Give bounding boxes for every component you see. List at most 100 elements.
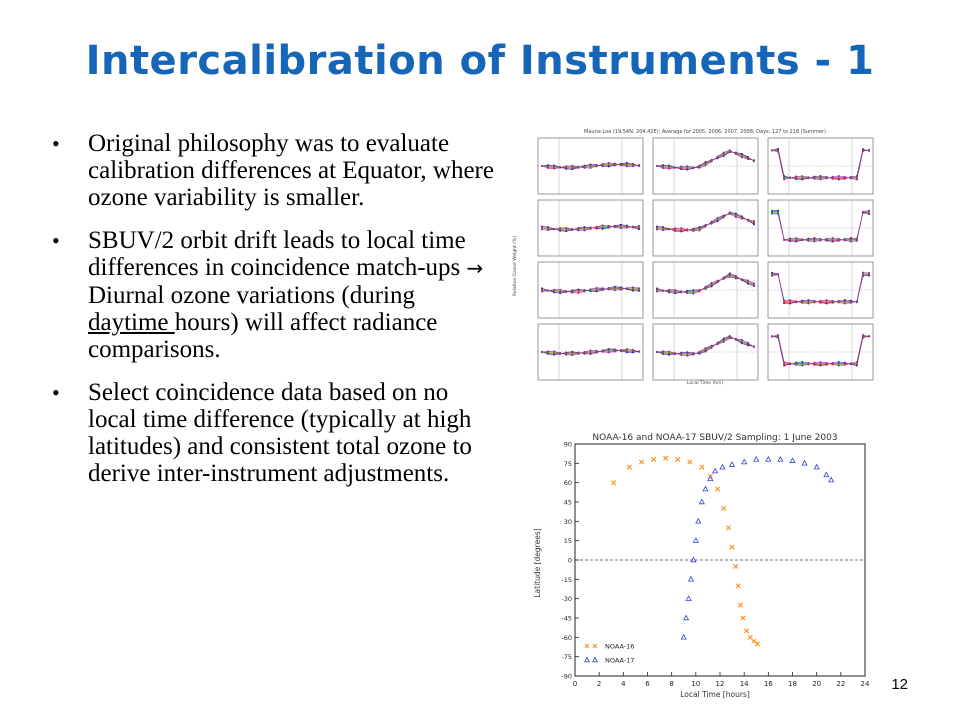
noaa17-marker — [729, 461, 736, 467]
noaa16-marker — [714, 486, 721, 492]
panel-series-line — [656, 151, 755, 171]
panel-series-line — [541, 162, 640, 170]
legend-label: NOAA-17 — [605, 657, 634, 665]
noaa16-marker — [743, 628, 750, 634]
x-tick-label: 12 — [716, 680, 725, 688]
noaa17-marker — [680, 633, 687, 640]
noaa17-marker — [698, 498, 705, 505]
x-tick-label: 4 — [621, 680, 626, 688]
panel-series-line — [771, 149, 870, 180]
legend-marker-noaa17 — [592, 656, 598, 663]
noaa17-marker — [741, 458, 748, 465]
panel-series-line — [656, 150, 755, 169]
noaa17-marker — [683, 614, 690, 621]
y-tick-label: 90 — [564, 441, 572, 449]
y-axis-label: Latitude [degrees] — [533, 528, 542, 597]
noaa17-marker — [813, 463, 820, 470]
panel-data-point — [541, 228, 543, 231]
bullet-dot: • — [52, 228, 60, 253]
y-tick-label: 0 — [568, 557, 572, 565]
noaa17-marker — [823, 471, 830, 478]
x-tick-label: 16 — [764, 680, 773, 688]
noaa17-marker — [702, 485, 709, 492]
panel-series-line — [656, 276, 755, 294]
panel-data-point — [656, 351, 658, 354]
panel-series-line — [541, 163, 639, 168]
bullet-dot: • — [52, 131, 60, 156]
panel-data-point — [638, 164, 640, 167]
panel-series-line — [771, 272, 870, 304]
panel-series-line — [541, 286, 640, 294]
bullet-item: • Select coincidence data based on no lo… — [50, 379, 495, 487]
noaa16-marker — [611, 480, 617, 486]
y-tick-label: 75 — [564, 460, 572, 468]
panel-series-line — [771, 210, 870, 242]
panel-series-line — [771, 334, 870, 366]
figure-header: Mauna Loa (19.54N, 204.42E); Average for… — [584, 129, 826, 135]
panel-series-line — [771, 335, 870, 365]
panel-series-line — [656, 337, 755, 355]
bullet-text: Select coincidence data based on no loca… — [88, 379, 472, 487]
noaa16-marker — [626, 464, 632, 470]
y-tick-label: -15 — [561, 576, 572, 584]
panel-data-point — [638, 287, 640, 290]
bullet-item: • SBUV/2 orbit drift leads to local time… — [50, 227, 495, 363]
noaa16-marker — [740, 615, 746, 621]
panel-series-line — [656, 149, 755, 170]
noaa17-marker — [801, 459, 808, 466]
noaa16-marker — [747, 634, 753, 640]
y-tick-label: 60 — [564, 479, 572, 487]
noaa17-marker — [685, 595, 692, 601]
noaa17-marker — [687, 575, 695, 582]
noaa16-marker — [733, 563, 739, 570]
x-axis-label: Local Time [hours] — [680, 690, 750, 699]
noaa17-marker — [692, 537, 699, 543]
diurnal-ozone-figure: Mauna Loa (19.54N, 204.42E); Average for… — [510, 126, 885, 388]
panel-series-line — [656, 336, 755, 354]
y-tick-label: -30 — [561, 595, 572, 603]
panel-series-line — [656, 151, 755, 169]
noaa16-marker — [754, 641, 761, 647]
panel-series-line — [656, 335, 755, 356]
panel-data-point — [656, 228, 658, 231]
diurnal-ozone-panels: Mauna Loa (19.54N, 204.42E); Average for… — [512, 129, 874, 386]
noaa17-marker — [712, 467, 719, 474]
panel-series-line — [541, 349, 639, 354]
noaa16-marker — [729, 544, 735, 550]
figure-ylabel: Relative Ozone Weight (%) — [512, 236, 518, 296]
legend-marker-noaa16 — [584, 643, 590, 649]
x-tick-label: 18 — [788, 680, 797, 688]
y-tick-label: 30 — [564, 518, 572, 526]
bullet-text: SBUV/2 orbit drift leads to local time d… — [88, 227, 467, 281]
bullet-text: Diurnal ozone variations (during — [88, 282, 415, 309]
x-tick-label: 20 — [812, 680, 821, 688]
panel-data-point — [541, 351, 543, 354]
panel-series-line — [541, 348, 640, 356]
noaa17-marker — [690, 556, 697, 563]
noaa16-marker — [638, 459, 645, 465]
noaa17-marker — [707, 475, 714, 481]
panel-series-line — [771, 149, 870, 179]
panel-series-line — [542, 349, 640, 355]
legend-label: NOAA-16 — [605, 643, 634, 651]
x-tick-label: 14 — [740, 680, 749, 688]
noaa16-marker — [725, 525, 732, 531]
noaa17-marker — [765, 456, 772, 462]
noaa16-marker — [675, 456, 681, 463]
bullet-text: hours) will affect radiance comparisons. — [88, 309, 438, 363]
y-tick-label: 45 — [564, 499, 572, 507]
panel-data-point — [541, 290, 543, 293]
y-tick-label: -45 — [561, 615, 572, 623]
bullet-list: • Original philosophy was to evaluate ca… — [50, 130, 495, 503]
panel-series-line — [771, 335, 870, 365]
bullet-dot: • — [52, 380, 60, 405]
noaa17-marker — [753, 456, 760, 462]
y-tick-label: 15 — [564, 537, 572, 545]
y-tick-label: -90 — [561, 673, 572, 681]
legend-marker-noaa16 — [592, 643, 598, 649]
noaa16-marker — [699, 464, 705, 470]
bullet-item: • Original philosophy was to evaluate ca… — [50, 130, 495, 211]
panel-series-line — [771, 149, 870, 179]
panel-series-line — [541, 163, 640, 169]
noaa17-marker — [695, 517, 702, 524]
